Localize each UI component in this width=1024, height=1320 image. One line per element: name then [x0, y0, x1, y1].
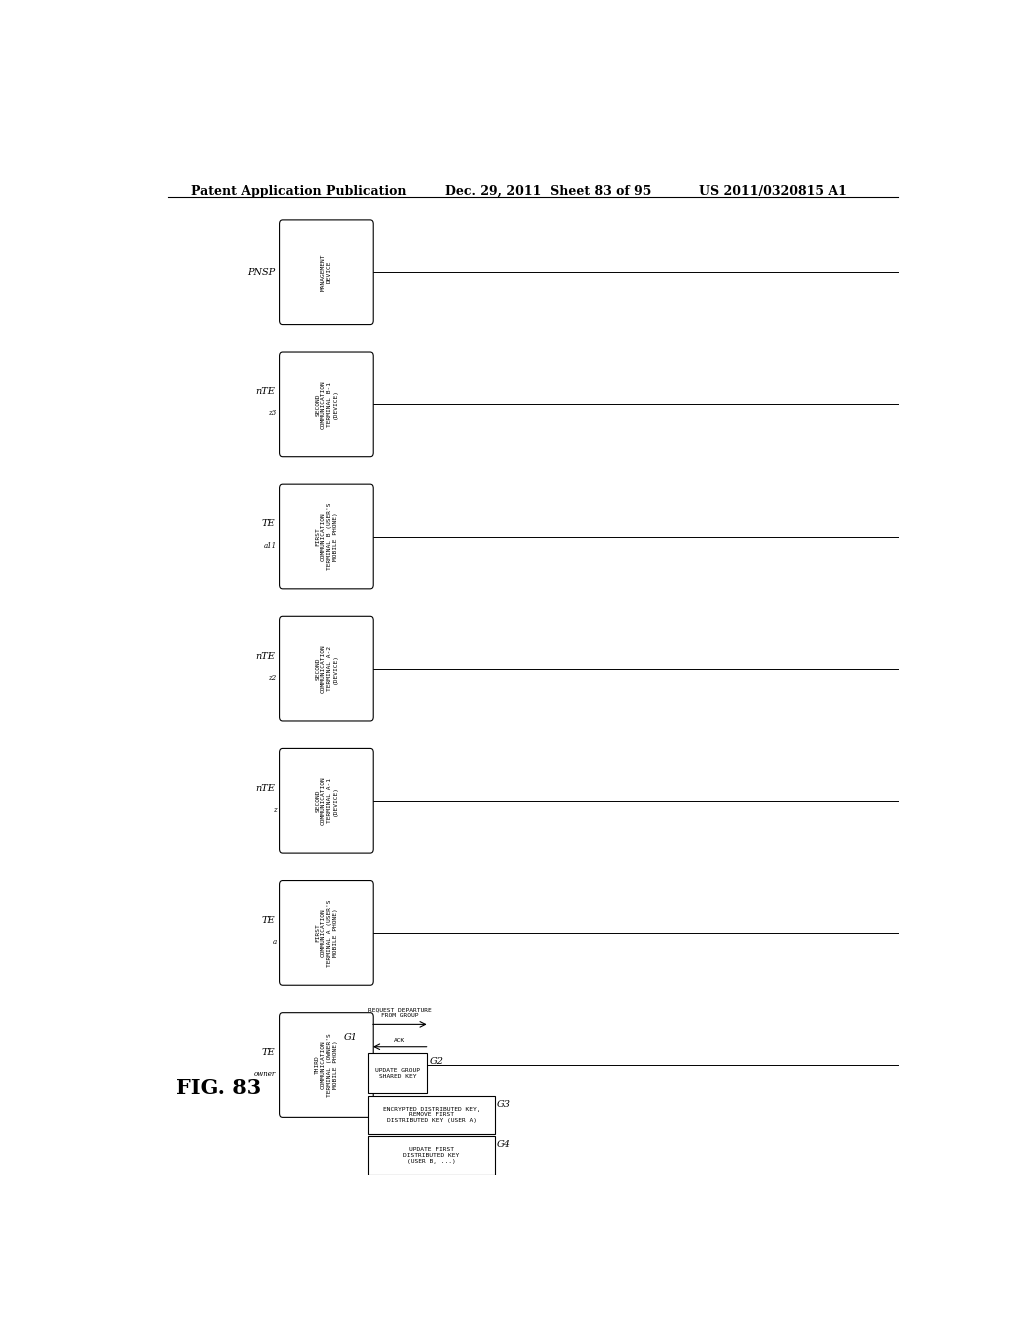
- Text: REQUEST DEPARTURE
FROM GROUP: REQUEST DEPARTURE FROM GROUP: [368, 1007, 432, 1018]
- Text: FIRST
COMMUNICATION
TERMINAL A (USER'S
MOBILE PHONE): FIRST COMMUNICATION TERMINAL A (USER'S M…: [315, 899, 338, 966]
- Text: THIRD
COMMUNICATION
TERMINAL (OWNER'S
MOBILE PHONE): THIRD COMMUNICATION TERMINAL (OWNER'S MO…: [315, 1034, 338, 1097]
- FancyBboxPatch shape: [369, 1053, 427, 1093]
- Text: ACK: ACK: [394, 1038, 406, 1043]
- Text: G1: G1: [344, 1032, 358, 1041]
- Text: a: a: [272, 939, 276, 946]
- FancyBboxPatch shape: [280, 484, 373, 589]
- FancyBboxPatch shape: [280, 880, 373, 985]
- Text: owner: owner: [254, 1071, 276, 1078]
- Text: SECOND
COMMUNICATION
TERMINAL A-1
(DEVICE): SECOND COMMUNICATION TERMINAL A-1 (DEVIC…: [315, 776, 338, 825]
- Text: FIG. 83: FIG. 83: [176, 1078, 261, 1098]
- Text: nTE: nTE: [255, 387, 274, 396]
- FancyBboxPatch shape: [280, 220, 373, 325]
- Text: SECOND
COMMUNICATION
TERMINAL A-2
(DEVICE): SECOND COMMUNICATION TERMINAL A-2 (DEVIC…: [315, 644, 338, 693]
- Text: Dec. 29, 2011  Sheet 83 of 95: Dec. 29, 2011 Sheet 83 of 95: [445, 185, 652, 198]
- Text: UPDATE GROUP
SHARED KEY: UPDATE GROUP SHARED KEY: [376, 1068, 420, 1078]
- Text: TE: TE: [261, 519, 274, 528]
- Text: z2: z2: [268, 673, 276, 681]
- Text: nTE: nTE: [255, 652, 274, 660]
- Text: G3: G3: [497, 1100, 511, 1109]
- FancyBboxPatch shape: [369, 1137, 495, 1175]
- FancyBboxPatch shape: [280, 748, 373, 853]
- Text: nTE: nTE: [255, 784, 274, 792]
- Text: MANAGEMENT
DEVICE: MANAGEMENT DEVICE: [321, 253, 332, 290]
- FancyBboxPatch shape: [280, 352, 373, 457]
- Text: G2: G2: [430, 1057, 443, 1065]
- Text: TE: TE: [261, 1048, 274, 1057]
- Text: TE: TE: [261, 916, 274, 925]
- Text: a11: a11: [263, 541, 276, 549]
- Text: UPDATE FIRST
DISTRIBUTED KEY
(USER B, ...): UPDATE FIRST DISTRIBUTED KEY (USER B, ..…: [403, 1147, 460, 1164]
- Text: z3: z3: [268, 409, 276, 417]
- FancyBboxPatch shape: [280, 1012, 373, 1117]
- Text: G4: G4: [497, 1140, 511, 1150]
- Text: FIRST
COMMUNICATION
TERMINAL B (USER'S
MOBILE PHONE): FIRST COMMUNICATION TERMINAL B (USER'S M…: [315, 503, 338, 570]
- Text: SECOND
COMMUNICATION
TERMINAL B-1
(DEVICE): SECOND COMMUNICATION TERMINAL B-1 (DEVIC…: [315, 380, 338, 429]
- Text: ENCRYPTED DISTRIBUTED KEY,
REMOVE FIRST
DISTRIBUTED KEY (USER A): ENCRYPTED DISTRIBUTED KEY, REMOVE FIRST …: [383, 1106, 480, 1123]
- Text: Patent Application Publication: Patent Application Publication: [191, 185, 407, 198]
- FancyBboxPatch shape: [369, 1096, 495, 1134]
- FancyBboxPatch shape: [280, 616, 373, 721]
- Text: PNSP: PNSP: [247, 268, 274, 277]
- Text: US 2011/0320815 A1: US 2011/0320815 A1: [699, 185, 847, 198]
- Text: z: z: [272, 805, 276, 814]
